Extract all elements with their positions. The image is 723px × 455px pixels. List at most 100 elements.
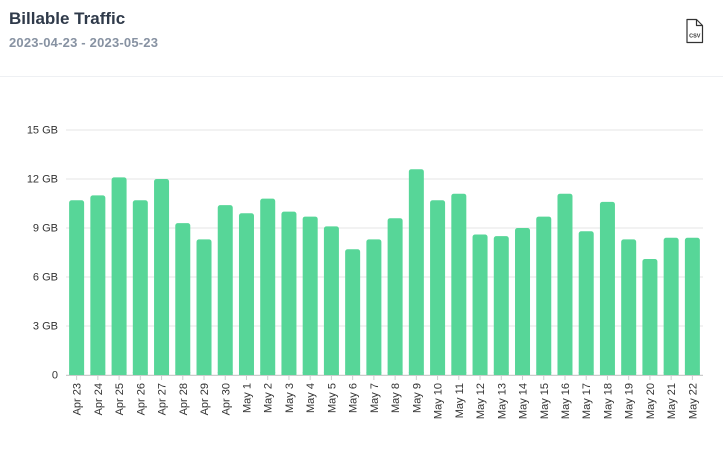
bar-base (90, 372, 106, 375)
x-tick-label: May 15 (539, 383, 551, 419)
y-tick-label: 6 GB (33, 272, 58, 284)
x-tick-label: May 9 (411, 383, 423, 413)
x-tick-label: May 1 (241, 383, 253, 413)
x-tick-label: May 2 (263, 383, 275, 413)
y-tick-label: 15 GB (27, 125, 58, 137)
date-range: 2023-04-23 - 2023-05-23 (9, 35, 159, 50)
bar-base (472, 372, 488, 375)
bar (154, 179, 170, 375)
x-tick-label: May 13 (496, 383, 508, 419)
bar (430, 200, 446, 375)
bar (366, 239, 382, 375)
bar (536, 216, 552, 375)
bar-base (642, 372, 658, 375)
bar-base (111, 372, 127, 375)
bar-base (578, 372, 594, 375)
bar (642, 259, 658, 375)
y-tick-label: 0 (52, 370, 58, 382)
x-tick-label: May 5 (326, 383, 338, 413)
bar-base (323, 372, 339, 375)
bar (387, 218, 403, 375)
bar-base (69, 372, 85, 375)
x-tick-label: May 6 (348, 383, 360, 413)
bar (451, 193, 467, 375)
bar (217, 205, 233, 375)
x-tick-label: May 21 (666, 383, 678, 419)
x-tick-label: May 8 (390, 383, 402, 413)
bar-base (451, 372, 467, 375)
x-tick-label: May 19 (624, 383, 636, 419)
y-tick-label: 12 GB (27, 174, 58, 186)
bar-base (281, 372, 297, 375)
x-tick-label: May 3 (284, 383, 296, 413)
x-tick-label: May 16 (560, 383, 572, 419)
bar (515, 228, 531, 375)
bar-base (238, 372, 254, 375)
bar-base (430, 372, 446, 375)
bar-base (515, 372, 531, 375)
bar (663, 237, 679, 375)
bar-base (345, 372, 361, 375)
bar-base (302, 372, 318, 375)
x-tick-label: May 14 (518, 383, 530, 419)
x-tick-label: Apr 30 (220, 383, 232, 415)
bar-base (175, 372, 191, 375)
csv-file-icon: CSV (686, 18, 704, 44)
x-tick-label: Apr 29 (199, 383, 211, 415)
bar (132, 200, 148, 375)
x-tick-label: Apr 26 (135, 383, 147, 415)
bar (175, 223, 191, 375)
bar (345, 249, 361, 375)
bar-base (387, 372, 403, 375)
x-tick-label: May 7 (369, 383, 381, 413)
bar (111, 177, 127, 375)
bar (238, 213, 254, 375)
x-tick-label: May 12 (475, 383, 487, 419)
csv-export-button[interactable]: CSV (682, 18, 706, 44)
bar (260, 198, 276, 375)
bar (578, 231, 594, 375)
bar (69, 200, 85, 375)
bar (599, 201, 615, 375)
bar-base (557, 372, 573, 375)
x-tick-label: May 4 (305, 383, 317, 413)
bar-base (408, 372, 424, 375)
bar (684, 237, 700, 375)
x-tick-label: May 20 (645, 383, 657, 419)
bar (493, 236, 509, 375)
bar (557, 193, 573, 375)
x-tick-label: Apr 25 (114, 383, 126, 415)
bar (323, 226, 339, 375)
y-tick-label: 3 GB (33, 321, 58, 333)
chart-header: Billable Traffic 2023-04-23 - 2023-05-23… (0, 0, 723, 77)
x-tick-label: Apr 28 (178, 383, 190, 415)
bar-base (154, 372, 170, 375)
bar-base (493, 372, 509, 375)
csv-icon-label: CSV (689, 34, 701, 40)
page-title: Billable Traffic (9, 9, 126, 28)
bar-base (132, 372, 148, 375)
x-tick-label: May 22 (687, 383, 699, 419)
x-tick-label: Apr 24 (93, 383, 105, 415)
bar (472, 234, 488, 375)
x-tick-label: May 17 (581, 383, 593, 419)
bar (90, 195, 106, 375)
bar-base (366, 372, 382, 375)
y-tick-label: 9 GB (33, 223, 58, 235)
bar-base (663, 372, 679, 375)
bar-base (536, 372, 552, 375)
bar-base (217, 372, 233, 375)
bar-base (684, 372, 700, 375)
bar (408, 169, 424, 375)
chart-area: 0 3 GB 6 GB 9 GB 12 GB 15 GB Apr 23 Apr 24 Apr 2… (0, 80, 723, 450)
x-tick-label: Apr 23 (72, 383, 84, 415)
x-tick-label: May 18 (602, 383, 614, 419)
bar-chart: 0 3 GB 6 GB 9 GB 12 GB 15 GB Apr 23 Apr 24 Apr 2… (27, 125, 703, 419)
bar (302, 216, 318, 375)
bar-base (196, 372, 212, 375)
bar (281, 211, 297, 375)
x-tick-label: May 10 (433, 383, 445, 419)
x-tick-label: May 11 (454, 383, 466, 418)
bar-base (621, 372, 637, 375)
bar-base (599, 372, 615, 375)
